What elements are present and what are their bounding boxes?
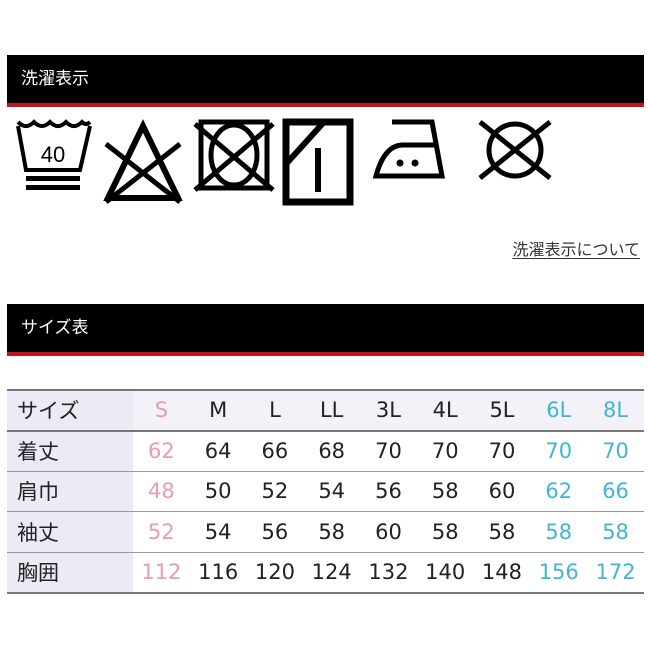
- size-header-row: サイズ S M L LL 3L 4L 5L 6L 8L: [7, 390, 644, 431]
- wash-40-gentle-icon: 40: [16, 119, 92, 190]
- table-cell: 66: [261, 439, 289, 464]
- care-section-title: 洗濯表示: [21, 69, 89, 89]
- table-cell: 66: [602, 479, 629, 504]
- table-cell: 54: [318, 479, 346, 504]
- table-cell: 58: [602, 520, 629, 545]
- no-bleach-icon: [103, 119, 183, 204]
- table-cell: 58: [545, 520, 573, 545]
- table-cell: 54: [204, 520, 232, 545]
- table-cell: 132: [368, 560, 409, 585]
- size-col: 5L: [489, 398, 515, 423]
- size-header-label: サイズ: [7, 390, 133, 431]
- size-col: LL: [319, 398, 344, 423]
- table-cell: 70: [602, 439, 629, 464]
- care-label-info-link[interactable]: 洗濯表示について: [512, 240, 640, 259]
- table-cell: 58: [318, 520, 346, 545]
- size-col: 8L: [603, 398, 629, 423]
- table-cell: 70: [545, 439, 573, 464]
- table-cell: 60: [375, 520, 402, 545]
- table-cell: 116: [198, 560, 239, 585]
- table-cell: 148: [481, 560, 523, 585]
- size-col: M: [209, 398, 228, 423]
- no-tumble-dry-icon: [193, 119, 275, 192]
- table-cell: 68: [318, 439, 346, 464]
- drip-dry-shade-icon: [282, 118, 354, 206]
- table-cell: 172: [595, 560, 636, 585]
- table-cell: 62: [148, 439, 175, 464]
- size-section-title: サイズ表: [21, 318, 89, 338]
- row-label: 肩巾: [7, 471, 133, 512]
- table-cell: 52: [261, 479, 289, 504]
- table-cell: 70: [488, 439, 516, 464]
- iron-medium-icon: [372, 119, 446, 179]
- row-label: 胸囲: [7, 552, 133, 593]
- size-col: S: [154, 398, 169, 423]
- table-cell: 140: [425, 560, 466, 585]
- table-cell: 56: [375, 479, 402, 504]
- table-cell: 58: [488, 520, 516, 545]
- table-cell: 48: [148, 479, 175, 504]
- size-col: 4L: [432, 398, 458, 423]
- care-section-header: 洗濯表示: [7, 55, 644, 107]
- table-cell: 52: [148, 520, 175, 545]
- table-cell: 112: [141, 560, 182, 585]
- svg-text:40: 40: [41, 142, 65, 167]
- table-cell: 70: [431, 439, 459, 464]
- table-cell: 60: [488, 479, 516, 504]
- row-label: 袖丈: [7, 511, 133, 553]
- no-dry-clean-icon: [478, 120, 552, 180]
- size-col: L: [269, 398, 281, 423]
- row-label: 着丈: [7, 430, 133, 472]
- table-cell: 62: [545, 479, 573, 504]
- table-cell: 124: [311, 560, 352, 585]
- table-cell: 64: [204, 439, 232, 464]
- size-col: 6L: [546, 398, 572, 423]
- size-section-header: サイズ表: [7, 304, 644, 356]
- table-cell: 156: [538, 560, 579, 585]
- table-cell: 58: [431, 520, 459, 545]
- size-table: サイズ S M L LL 3L 4L 5L 6L 8L 着丈 62 64 66 68 70…: [7, 389, 644, 594]
- table-row: 着丈 62 64 66 68 70 70 70 70 70: [7, 430, 644, 472]
- table-cell: 120: [254, 560, 295, 585]
- table-row: 袖丈 52 54 56 58 60 58 58 58 58: [7, 511, 644, 553]
- size-col: 3L: [375, 398, 401, 423]
- table-cell: 56: [261, 520, 289, 545]
- table-row: 胸囲 112 116 120 124 132 140 148 156 172: [7, 552, 644, 593]
- table-cell: 58: [431, 479, 459, 504]
- table-row: 肩巾 48 50 52 54 56 58 60 62 66: [7, 471, 644, 512]
- table-cell: 50: [204, 479, 232, 504]
- table-cell: 70: [375, 439, 402, 464]
